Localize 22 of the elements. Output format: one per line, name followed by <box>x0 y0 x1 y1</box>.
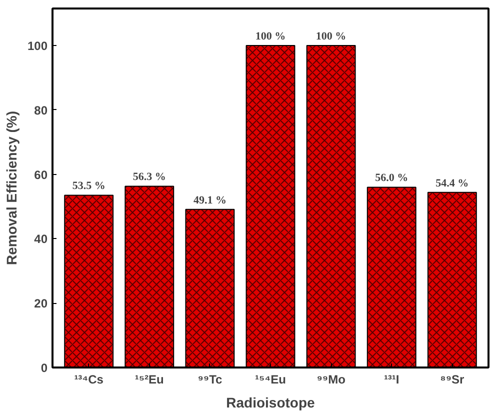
data-label: 49.1 % <box>193 194 226 206</box>
data-label: 54.4 % <box>436 177 469 190</box>
x-axis-title: Radioisotope <box>226 394 316 410</box>
y-tick-label: 0 <box>40 361 48 375</box>
y-tick-label: 100 <box>27 39 48 54</box>
data-label: 100 % <box>255 30 286 43</box>
data-label: 53.5 % <box>72 180 106 192</box>
y-tick-label: 80 <box>34 103 48 118</box>
x-tick-label: ¹⁵⁴Eu <box>255 372 286 386</box>
x-tick-label: ⁸⁹Sr <box>440 372 465 386</box>
x-tick-label: ¹³¹I <box>384 372 400 386</box>
x-tick-label: ⁹⁹Tc <box>198 372 223 386</box>
data-label: 100 % <box>316 30 346 43</box>
data-label: 56.0 % <box>375 172 408 184</box>
x-tick-label: ⁹⁹Mo <box>316 372 346 386</box>
y-tick-label: 60 <box>34 168 48 182</box>
y-tick-label: 20 <box>34 296 48 311</box>
x-tick-label: ¹⁵²Eu <box>134 372 164 386</box>
data-label: 56.3 % <box>132 171 166 184</box>
x-tick-label: ¹³⁴Cs <box>74 372 104 386</box>
y-tick-label: 40 <box>34 232 48 246</box>
y-axis-title: Removal Efficiency (%) <box>3 110 20 266</box>
